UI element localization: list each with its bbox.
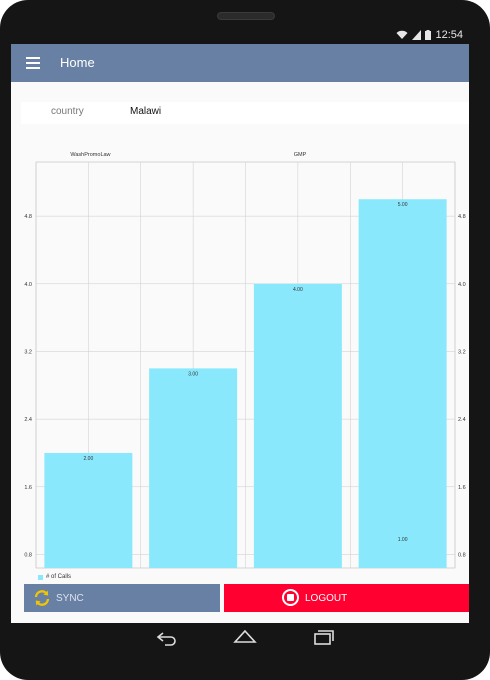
signal-icon (412, 30, 422, 40)
status-time: 12:54 (435, 29, 463, 41)
y-tick-label-right: 4.8 (458, 214, 466, 220)
home-icon[interactable] (233, 629, 257, 645)
battery-icon (425, 30, 432, 40)
wifi-icon (396, 30, 408, 39)
y-tick-label-left: 1.6 (24, 485, 32, 491)
bar-value-label: 2.00 (84, 456, 94, 462)
status-bar: 12:54 (11, 28, 469, 44)
y-tick-label-right: 3.2 (458, 349, 466, 355)
chart-legend: # of Calls (38, 574, 71, 580)
recent-apps-icon[interactable] (313, 629, 335, 645)
app-screen: Home country Malawi 0.8 0.8 1.6 1.6 2.4 2.4 3.… (11, 44, 469, 623)
bar-value-label: 3.00 (188, 371, 198, 377)
stop-icon (282, 589, 299, 606)
bar-value-label: 5.00 (398, 202, 408, 208)
country-label: country (51, 106, 84, 117)
legend-label: # of Calls (46, 574, 72, 580)
y-tick-label-left: 0.8 (24, 552, 32, 558)
bar (253, 283, 342, 568)
app-bar: Home (11, 44, 469, 82)
y-tick-label-left: 3.2 (24, 349, 32, 355)
speaker-grille (217, 12, 275, 20)
country-value[interactable]: Malawi (130, 106, 162, 117)
y-tick-label-right: 0.8 (458, 552, 466, 558)
calls-bar-chart: 0.8 0.8 1.6 1.6 2.4 2.4 3.2 3.2 4.0 4.0 4.8 4.8 2.00… (24, 152, 466, 569)
bar-value-label: 4.00 (293, 287, 303, 293)
y-tick-label-right: 1.6 (458, 485, 466, 491)
country-filter[interactable]: country Malawi (21, 102, 469, 124)
sync-button[interactable]: SYNC (24, 584, 220, 612)
x-axis-top-label: WashPromoLaw (70, 152, 110, 158)
bar (44, 452, 133, 568)
sync-icon (34, 590, 50, 606)
y-tick-label-left: 2.4 (24, 417, 32, 423)
y-tick-label-right: 2.4 (458, 417, 466, 423)
back-icon[interactable] (156, 630, 178, 646)
bar (149, 368, 238, 568)
system-nav-bar (11, 623, 469, 653)
logout-label: LOGOUT (305, 593, 348, 604)
bar-inner-label: 1.00 (398, 537, 408, 543)
menu-icon[interactable] (26, 57, 40, 69)
y-tick-label-left: 4.8 (24, 214, 32, 220)
bar (358, 199, 447, 568)
y-tick-label-right: 4.0 (458, 282, 466, 288)
legend-swatch (38, 574, 43, 580)
logout-button[interactable]: LOGOUT (224, 584, 469, 612)
y-tick-label-left: 4.0 (24, 282, 32, 288)
x-axis-top-label: GMP (294, 152, 307, 158)
page-title: Home (60, 55, 95, 70)
sync-label: SYNC (56, 593, 84, 604)
